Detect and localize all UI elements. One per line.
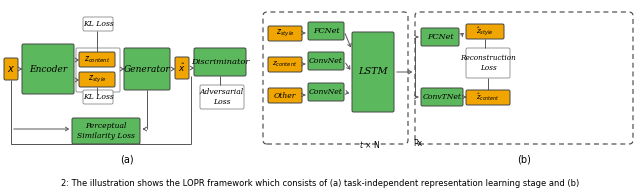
FancyBboxPatch shape (268, 57, 302, 72)
FancyBboxPatch shape (308, 52, 344, 70)
Text: Generator: Generator (124, 65, 170, 74)
Text: $\hat{z}_{style}$: $\hat{z}_{style}$ (476, 25, 494, 38)
Text: (b): (b) (517, 155, 531, 165)
FancyBboxPatch shape (268, 26, 302, 41)
FancyBboxPatch shape (83, 17, 113, 31)
Text: ConvNet: ConvNet (309, 57, 343, 65)
Text: ConvTNet: ConvTNet (422, 93, 461, 101)
Text: Adversarial
Loss: Adversarial Loss (200, 88, 244, 106)
FancyBboxPatch shape (352, 32, 394, 112)
Text: $z_{style}$: $z_{style}$ (88, 74, 106, 85)
Text: Perceptual
Similarity Loss: Perceptual Similarity Loss (77, 122, 135, 140)
FancyBboxPatch shape (466, 24, 504, 39)
FancyBboxPatch shape (466, 90, 510, 105)
Text: FCNet: FCNet (427, 33, 453, 41)
FancyBboxPatch shape (268, 88, 302, 103)
Text: KL Loss: KL Loss (83, 20, 113, 28)
FancyBboxPatch shape (79, 52, 115, 67)
FancyBboxPatch shape (194, 48, 246, 76)
Text: $x$: $x$ (7, 64, 15, 74)
FancyBboxPatch shape (72, 118, 140, 144)
Text: Discriminator: Discriminator (191, 58, 249, 66)
Text: $z_{content}$: $z_{content}$ (84, 54, 110, 65)
Text: ConvNet: ConvNet (309, 88, 343, 96)
Text: $t$ × N: $t$ × N (360, 138, 381, 150)
Text: $\hat{z}_{content}$: $\hat{z}_{content}$ (476, 92, 500, 103)
Text: Other: Other (274, 91, 296, 100)
Text: $z_{style}$: $z_{style}$ (276, 28, 294, 39)
Text: $z_{content}$: $z_{content}$ (272, 60, 298, 69)
FancyBboxPatch shape (4, 58, 18, 80)
Text: LSTM: LSTM (358, 67, 388, 77)
FancyBboxPatch shape (83, 90, 113, 104)
Text: Reconstruction
Loss: Reconstruction Loss (460, 54, 516, 72)
Text: 2: The illustration shows the LOPR framework which consists of (a) task-independ: 2: The illustration shows the LOPR frame… (61, 180, 579, 189)
FancyBboxPatch shape (175, 57, 189, 79)
Text: KL Loss: KL Loss (83, 93, 113, 101)
FancyBboxPatch shape (124, 48, 170, 90)
FancyBboxPatch shape (76, 48, 120, 92)
Text: Encoder: Encoder (29, 65, 67, 74)
FancyBboxPatch shape (466, 48, 510, 78)
FancyBboxPatch shape (79, 72, 115, 87)
FancyBboxPatch shape (200, 85, 244, 109)
Text: Px: Px (413, 139, 422, 148)
FancyBboxPatch shape (22, 44, 74, 94)
FancyBboxPatch shape (421, 28, 459, 46)
FancyBboxPatch shape (421, 88, 463, 106)
Text: $\hat{x}$: $\hat{x}$ (178, 62, 186, 74)
Text: FCNet: FCNet (313, 27, 339, 35)
FancyBboxPatch shape (308, 22, 344, 40)
FancyBboxPatch shape (308, 83, 344, 101)
Text: (a): (a) (120, 155, 134, 165)
